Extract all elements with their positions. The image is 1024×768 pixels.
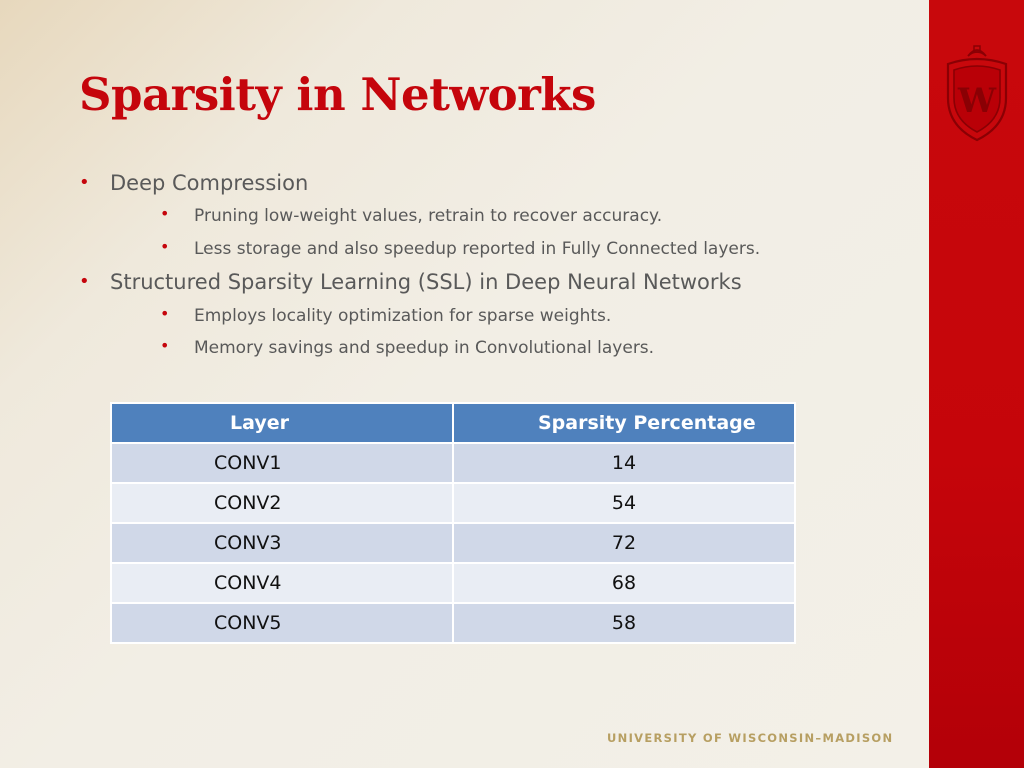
bullet-item: Structured Sparsity Learning (SSL) in De… — [110, 270, 742, 294]
sparsity-cell: 72 — [452, 522, 796, 564]
table-row: CONV4 68 — [110, 562, 796, 604]
sub-bullet-item: Employs locality optimization for sparse… — [194, 306, 612, 326]
layer-cell: CONV4 — [110, 562, 454, 604]
column-header-layer: Layer — [110, 402, 454, 444]
column-header-sparsity: Sparsity Percentage — [452, 402, 796, 444]
bullet-dot-icon: • — [160, 237, 170, 256]
sub-bullet-item: Memory savings and speedup in Convolutio… — [194, 338, 655, 358]
bullet-dot-icon: • — [160, 336, 170, 355]
bullet-dot-icon: • — [160, 204, 170, 223]
sub-bullet-item: Less storage and also speedup reported i… — [194, 239, 761, 259]
layer-cell: CONV5 — [110, 602, 454, 644]
bullet-dot-icon: • — [79, 271, 90, 292]
table-row: CONV3 72 — [110, 522, 796, 564]
crest-letter: W — [957, 81, 997, 121]
data-table: Layer Sparsity Percentage CONV1 14 CONV2… — [110, 402, 796, 644]
table-row: CONV1 14 — [110, 442, 796, 484]
layer-cell: CONV1 — [110, 442, 454, 484]
slide-title: Sparsity in Networks — [79, 68, 596, 121]
table-row: CONV2 54 — [110, 482, 796, 524]
table-header-row: Layer Sparsity Percentage — [110, 402, 796, 444]
bullet-dot-icon: • — [160, 304, 170, 323]
footer-university-name: UNIVERSITY OF WISCONSIN–MADISON — [607, 731, 894, 745]
sparsity-cell: 58 — [452, 602, 796, 644]
sparsity-cell: 14 — [452, 442, 796, 484]
sparsity-cell: 68 — [452, 562, 796, 604]
bullet-item: Deep Compression — [110, 171, 309, 195]
sparsity-table: Layer Sparsity Percentage CONV1 14 CONV2… — [110, 402, 796, 644]
layer-cell: CONV3 — [110, 522, 454, 564]
table-row: CONV5 58 — [110, 602, 796, 644]
layer-cell: CONV2 — [110, 482, 454, 524]
sparsity-cell: 54 — [452, 482, 796, 524]
bullet-dot-icon: • — [79, 172, 90, 193]
sub-bullet-item: Pruning low-weight values, retrain to re… — [194, 206, 663, 226]
bullet-list: • Deep Compression • Pruning low-weight … — [0, 0, 920, 380]
uw-crest-icon: W — [946, 45, 1008, 142]
